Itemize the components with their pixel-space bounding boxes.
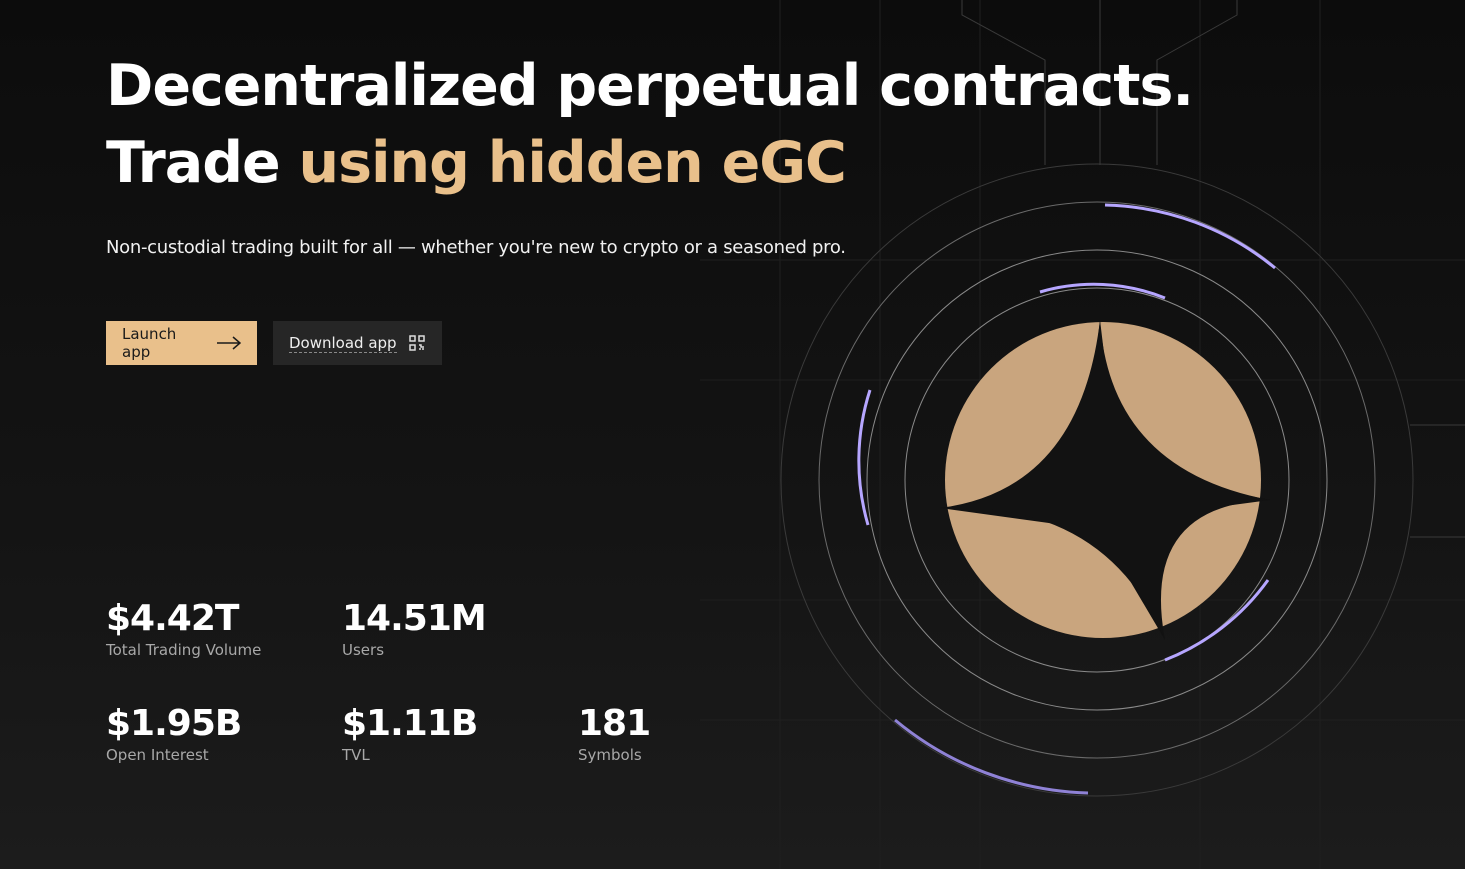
stat-label: Total Trading Volume bbox=[106, 641, 262, 659]
stat-value: $1.11B bbox=[342, 703, 478, 744]
download-button[interactable]: Download app bbox=[273, 321, 442, 365]
stat: $4.42T Total Trading Volume bbox=[106, 598, 262, 660]
stat-label: Open Interest bbox=[106, 746, 209, 764]
launch-label: Launch app bbox=[122, 325, 177, 361]
download-label: Download app bbox=[289, 333, 397, 353]
stat: $1.95B Open Interest bbox=[106, 703, 242, 765]
stat-label: TVL bbox=[342, 746, 370, 764]
stat: 14.51M Users bbox=[342, 598, 487, 660]
stat: 181 Symbols bbox=[578, 703, 651, 765]
stat-label: Users bbox=[342, 641, 385, 659]
headline-line1: Decentralized perpetual contracts. bbox=[106, 53, 1194, 119]
arrow-icon bbox=[217, 336, 241, 350]
headline: Decentralized perpetual contracts. Trade … bbox=[106, 48, 1194, 202]
headline-plain: Trade bbox=[106, 130, 281, 196]
stat-value: $1.95B bbox=[106, 703, 242, 744]
qr-icon bbox=[408, 335, 425, 351]
headline-accent: using hidden eGC bbox=[298, 130, 847, 196]
launch-button[interactable]: Launch app bbox=[106, 321, 257, 365]
stat-value: $4.42T bbox=[106, 598, 239, 639]
stat-value: 181 bbox=[578, 703, 651, 744]
stat-label: Symbols bbox=[578, 746, 642, 764]
stat: $1.11B TVL bbox=[342, 703, 478, 765]
stat-value: 14.51M bbox=[342, 598, 487, 639]
subtitle: Non-custodial trading built for all — wh… bbox=[106, 237, 846, 258]
